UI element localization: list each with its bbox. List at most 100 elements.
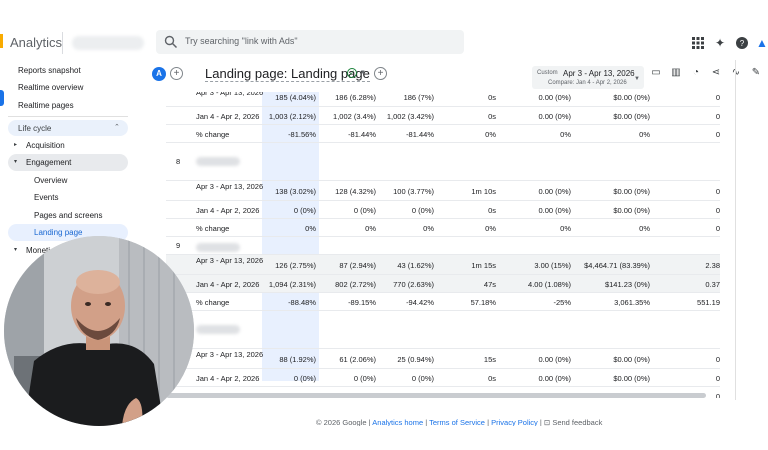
sidebar-engagement-bg	[8, 154, 128, 171]
table-cell: 0%	[485, 130, 496, 139]
table-cell: 0 (0%)	[411, 374, 434, 383]
table-row[interactable]: Apr 3 - Apr 13, 2026 126 (2.75%) 87 (2.94%…	[166, 254, 720, 275]
row-label: % change	[196, 224, 230, 233]
sidebar-item-overview[interactable]: Overview	[34, 176, 68, 185]
chevron-down-icon[interactable]: ▾	[361, 69, 365, 76]
sidebar-item-monetization[interactable]: Moneti	[26, 246, 51, 255]
landing-page-name-redacted[interactable]	[196, 157, 240, 166]
landing-page-name-redacted[interactable]	[196, 243, 240, 252]
group-header-row[interactable]: 9	[166, 236, 720, 275]
search-placeholder: Try searching "link with Ads"	[185, 36, 298, 46]
table-cell: 0 (0%)	[353, 374, 376, 383]
row-label: Jan 4 - Apr 2, 2026	[196, 112, 260, 121]
table-cell: 88 (1.92%)	[279, 355, 316, 364]
sidebar-item-realtime-overview[interactable]: Realtime overview	[18, 83, 84, 92]
sidebar-item-reports-snapshot[interactable]: Reports snapshot	[18, 66, 81, 75]
sidebar-section-life-cycle[interactable]	[8, 120, 128, 136]
data-table: Apr 3 - Apr 13, 2026 185 (4.04%) 186 (6.28…	[166, 92, 720, 398]
apps-grid-icon[interactable]	[690, 35, 706, 51]
date-compare-value: Compare: Jan 4 - Apr 2, 2026	[548, 80, 627, 86]
table-row[interactable]: Jan 4 - Apr 2, 2026 1,094 (2.31%) 802 (2.7…	[166, 274, 720, 293]
collapse-chevron-icon[interactable]: ⌃	[114, 124, 120, 131]
feedback-icon[interactable]: ⊡	[543, 418, 551, 427]
group-header-row[interactable]: 8	[166, 142, 720, 181]
table-row[interactable]: Apr 3 - Apr 13, 2026 88 (1.92%) 61 (2.06%)…	[166, 348, 720, 369]
table-cell: 0	[715, 93, 720, 102]
landing-page-name-redacted[interactable]	[196, 325, 240, 334]
table-row[interactable]: Jan 4 - Apr 2, 2026 0 (0%) 0 (0%) 0 (0%) 0s 0…	[166, 368, 720, 387]
sidebar-item-events[interactable]: Events	[34, 193, 59, 202]
chevron-down-icon: ▼	[634, 76, 640, 82]
table-cell: 0.00 (0%)	[538, 187, 571, 196]
table-cell: 138 (3.02%)	[275, 187, 316, 196]
table-cell: 0.00 (0%)	[538, 206, 571, 215]
svg-text:?: ?	[740, 39, 745, 48]
table-cell: 100 (3.77%)	[393, 187, 434, 196]
sparkle-icon[interactable]: ✦	[714, 36, 726, 50]
collapse-arrow-icon[interactable]: ▾	[14, 247, 18, 253]
table-cell: -81.44%	[348, 130, 376, 139]
table-cell: 0.00 (0%)	[538, 355, 571, 364]
row-label: Jan 4 - Apr 2, 2026	[196, 374, 260, 383]
table-cell: 57.18%	[470, 298, 496, 307]
page-title[interactable]: Landing page: Landing page	[205, 66, 370, 82]
check-circle-icon[interactable]: ✓	[347, 68, 357, 78]
ads-logo-icon[interactable]: ▲	[756, 36, 768, 50]
table-cell: 0	[715, 187, 720, 196]
webcam-overlay	[4, 236, 194, 426]
table-row[interactable]: Apr 3 - Apr 13, 2026 185 (4.04%) 186 (6.28…	[166, 92, 720, 107]
comparison-avatar[interactable]: A	[152, 67, 166, 81]
add-comparison-icon[interactable]: +	[170, 67, 183, 80]
table-cell: $0.00 (0%)	[613, 206, 650, 215]
table-row[interactable]: Jan 4 - Apr 2, 2026 1,003 (2.12%) 1,002 (3…	[166, 106, 720, 125]
sidebar-divider	[8, 116, 128, 117]
table-cell: 0%	[639, 130, 650, 139]
table-cell: 0	[715, 112, 720, 121]
table-row[interactable]: Jan 4 - Apr 2, 2026 0 (0%) 0 (0%) 0 (0%) 0s 0…	[166, 200, 720, 219]
add-filter-icon[interactable]: +	[374, 67, 387, 80]
horizontal-scrollbar[interactable]	[166, 393, 706, 398]
app-name[interactable]: Analytics	[10, 35, 63, 50]
share-icon[interactable]: ⋖	[711, 67, 721, 78]
table-row[interactable]: % change -88.48% -89.15% -94.42% 57.18% -25% 3…	[166, 292, 720, 311]
table-cell: 0.00 (0%)	[538, 374, 571, 383]
row-label: Jan 4 - Apr 2, 2026	[196, 206, 260, 215]
sidebar-item-realtime-pages[interactable]: Realtime pages	[18, 101, 74, 110]
table-row[interactable]: % change 0% 0% 0% 0% 0% 0% 0	[166, 218, 720, 237]
row-label: Jan 4 - Apr 2, 2026	[196, 280, 260, 289]
expand-arrow-icon[interactable]: ▸	[14, 142, 18, 148]
table-cell: -89.15%	[348, 298, 376, 307]
date-range-picker[interactable]: Custom Apr 3 - Apr 13, 2026 Compare: Jan…	[532, 66, 644, 89]
footer-link-privacy[interactable]: Privacy Policy	[491, 418, 538, 427]
table-row[interactable]: % change -81.56% -81.44% -81.44% 0% 0% 0% 0	[166, 124, 720, 143]
account-selector[interactable]	[72, 36, 144, 50]
sidebar-item-acquisition[interactable]: Acquisition	[26, 141, 65, 150]
group-header-row[interactable]	[166, 310, 720, 349]
help-icon[interactable]: ?	[734, 35, 750, 51]
sidebar-item-engagement[interactable]: Engagement	[26, 158, 72, 167]
row-label: % change	[196, 298, 230, 307]
sidebar-item-pages-and-screens[interactable]: Pages and screens	[34, 211, 103, 220]
left-edge-indicator	[0, 90, 4, 106]
table-cell: 47s	[483, 280, 496, 289]
table-cell: 0s	[488, 206, 496, 215]
table-row[interactable]: Apr 3 - Apr 13, 2026 138 (3.02%) 128 (4.32…	[166, 180, 720, 201]
table-cell: -81.56%	[288, 130, 316, 139]
footer-feedback[interactable]: Send feedback	[552, 418, 603, 427]
trend-icon[interactable]: ∿	[729, 66, 743, 80]
date-custom-label: Custom	[537, 70, 558, 76]
edit-report-icon[interactable]: ▭	[651, 67, 661, 78]
sidebar-item-landing-page[interactable]: Landing page	[34, 228, 83, 237]
insights-icon[interactable]: ◔	[692, 67, 700, 78]
row-label: Apr 3 - Apr 13, 2026	[196, 256, 264, 265]
table-cell: 87 (2.94%)	[339, 261, 376, 270]
table-cell: 3.00 (15%)	[534, 261, 571, 270]
collapse-arrow-icon[interactable]: ▾	[14, 159, 18, 165]
footer-copyright: © 2026 Google |	[316, 418, 371, 427]
compare-columns-icon[interactable]: ▥	[671, 67, 681, 78]
pencil-icon[interactable]: ✎	[751, 67, 761, 78]
table-cell: $4,464.71 (83.39%)	[584, 261, 650, 270]
footer-link-tos[interactable]: Terms of Service	[429, 418, 485, 427]
search-box[interactable]: Try searching "link with Ads"	[156, 30, 464, 54]
footer-link-home[interactable]: Analytics home	[372, 418, 424, 427]
